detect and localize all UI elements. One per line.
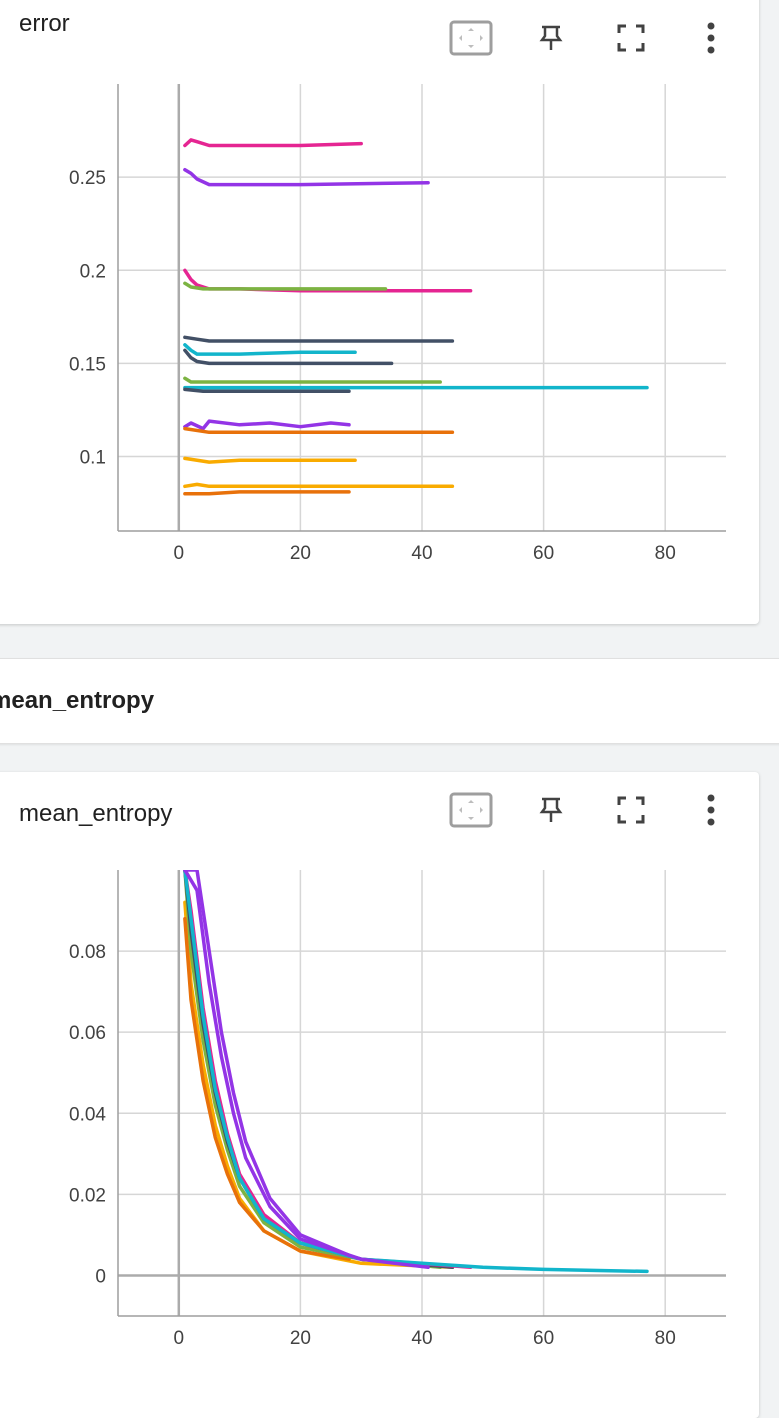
fit-domain-icon [449,20,493,56]
series-line[interactable] [183,138,363,148]
y-tick-label: 0.2 [80,261,106,282]
group-header[interactable]: mean_entropy [0,658,779,744]
series-line[interactable] [183,900,455,1270]
y-tick-label: 0.08 [69,942,106,963]
x-tick-label: 80 [655,1328,676,1349]
chart-card-mean-entropy: mean_entropy [0,772,759,1418]
x-tick-label: 40 [411,1328,432,1349]
x-tick-label: 80 [655,543,676,564]
x-tick-label: 40 [411,543,432,564]
x-tick-label: 0 [174,1328,185,1349]
fullscreen-button[interactable] [609,18,653,58]
series-line[interactable] [183,419,351,431]
fullscreen-icon [617,796,645,824]
x-tick-label: 20 [290,1328,311,1349]
mean-entropy-line-chart[interactable]: 0 20 40 60 80 0 0.02 0.04 0.06 0.08 [0,852,779,1372]
x-tick-label: 60 [533,1328,554,1349]
series-line[interactable] [183,490,351,496]
more-vert-icon [707,794,715,826]
y-tick-label: 0.15 [69,354,106,375]
fit-domain-button[interactable] [449,790,493,830]
y-tick-label: 0.1 [80,448,106,469]
chart-title: error [19,10,70,37]
series-group [183,138,649,496]
series-line[interactable] [183,456,357,464]
fit-domain-button[interactable] [449,18,493,58]
fullscreen-button[interactable] [609,790,653,830]
error-line-chart[interactable]: 0 20 40 60 80 0.1 0.15 0.2 0.25 [0,70,779,570]
series-line[interactable] [183,870,351,1257]
chart-card-error: error [0,0,759,624]
chart-title: mean_entropy [19,800,173,827]
group-header-title: mean_entropy [0,687,155,714]
series-line[interactable] [183,426,455,435]
series-line[interactable] [183,348,394,366]
pin-button[interactable] [529,18,573,58]
y-tick-label: 0.02 [69,1185,106,1206]
y-tick-label: 0.25 [69,168,106,189]
more-options-button[interactable] [689,18,733,58]
more-options-button[interactable] [689,790,733,830]
more-vert-icon [707,22,715,54]
x-tick-label: 20 [290,543,311,564]
series-line[interactable] [183,870,430,1270]
series-line[interactable] [183,870,649,1274]
series-line[interactable] [183,167,430,187]
pin-icon [539,797,563,822]
y-tick-label: 0.06 [69,1023,106,1044]
series-line[interactable] [183,343,357,356]
x-tick-label: 60 [533,543,554,564]
pin-icon [539,25,563,50]
y-tick-label: 0 [95,1266,106,1287]
series-line[interactable] [183,281,388,291]
series-line[interactable] [183,482,455,489]
series-group [183,870,649,1274]
series-line[interactable] [183,870,442,1270]
fit-domain-icon [449,792,493,828]
series-line[interactable] [183,376,442,384]
x-tick-label: 0 [174,543,185,564]
pin-button[interactable] [529,790,573,830]
series-line[interactable] [183,387,351,394]
y-tick-label: 0.04 [69,1104,106,1125]
series-line[interactable] [183,916,351,1261]
series-line[interactable] [183,335,455,343]
fullscreen-icon [617,24,645,52]
